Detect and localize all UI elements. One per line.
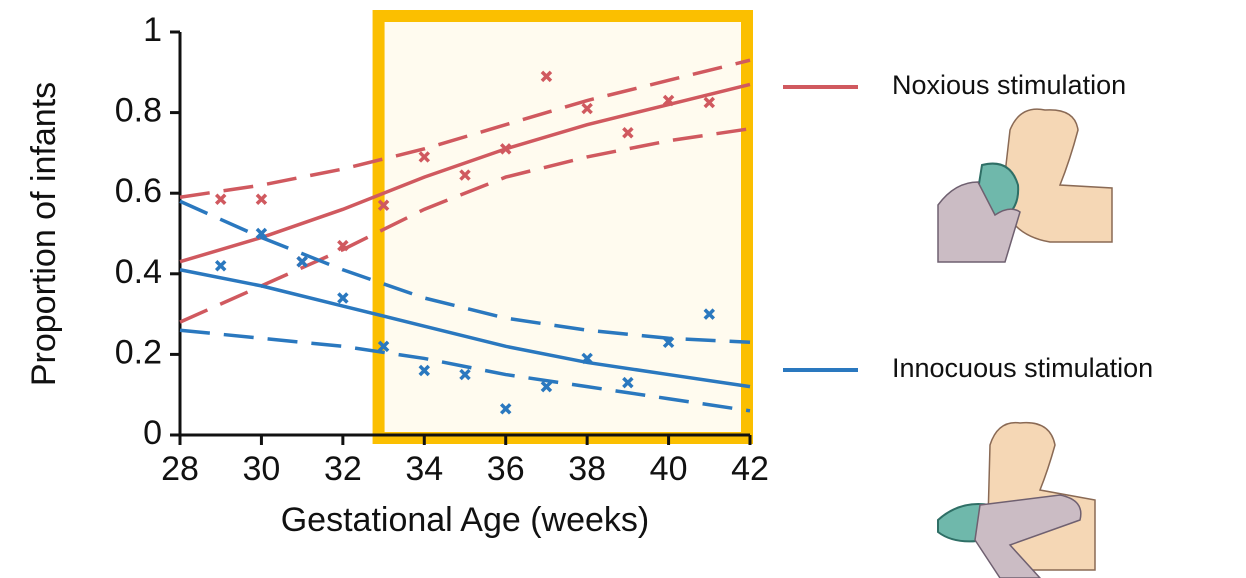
- data-point: [257, 195, 266, 204]
- legend-label: Innocuous stimulation: [892, 353, 1153, 383]
- y-tick-label: 0.2: [115, 333, 162, 371]
- highlight-region: [379, 16, 747, 438]
- point-cross: [216, 261, 225, 270]
- x-tick-label: 34: [405, 450, 443, 488]
- data-point: [216, 195, 225, 204]
- y-tick-label: 0.4: [115, 253, 162, 291]
- noxious-illustration: [938, 109, 1112, 262]
- x-tick-label: 28: [161, 450, 199, 488]
- chart: 28 30 32 34 36 38 40 42 0 0.2 0.4 0.6 0.8 1 Gestation…: [0, 0, 1246, 578]
- y-tick-label: 0.8: [115, 92, 162, 130]
- point-cross: [216, 195, 225, 204]
- x-axis-title: Gestational Age (weeks): [281, 501, 650, 539]
- y-tick-label: 1: [143, 11, 162, 49]
- data-point: [338, 293, 347, 302]
- plot-area: 28 30 32 34 36 38 40 42 0 0.2 0.4 0.6 0.8 1: [115, 11, 769, 488]
- point-cross: [338, 293, 347, 302]
- x-tick-label: 42: [731, 450, 769, 488]
- x-tick-label: 32: [324, 450, 362, 488]
- data-point: [298, 257, 307, 266]
- x-tick-label: 36: [487, 450, 525, 488]
- x-tick-label: 30: [243, 450, 281, 488]
- y-tick-label: 0.6: [115, 172, 162, 210]
- point-cross: [257, 195, 266, 204]
- data-point: [216, 261, 225, 270]
- innocuous-illustration: [938, 423, 1095, 578]
- legend-label: Noxious stimulation: [892, 70, 1126, 100]
- y-axis-title: Proportion of infants: [25, 82, 63, 386]
- point-cross: [298, 257, 307, 266]
- x-tick-label: 40: [650, 450, 688, 488]
- x-tick-label: 38: [568, 450, 606, 488]
- y-tick-label: 0: [143, 414, 162, 452]
